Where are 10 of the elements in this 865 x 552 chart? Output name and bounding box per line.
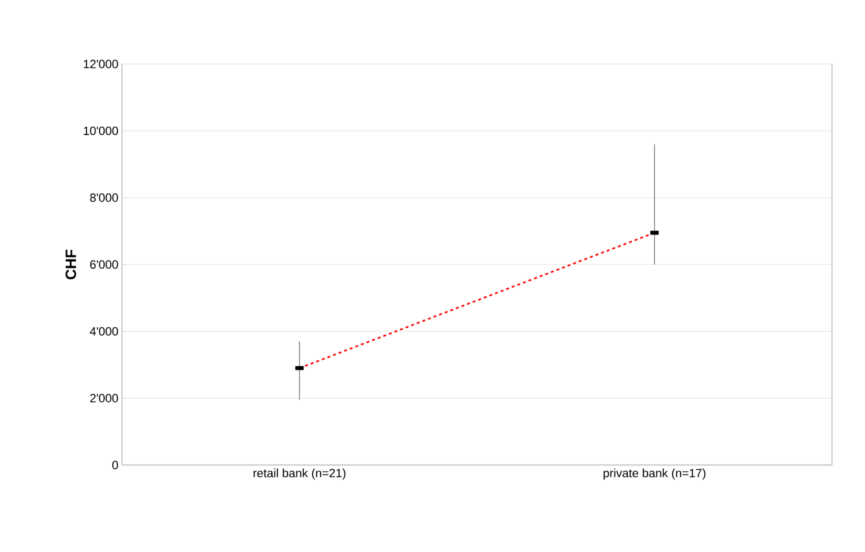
y-tick-label: 4'000: [90, 327, 118, 336]
y-tick-label: 10'000: [84, 126, 118, 136]
x-tick-label: retail bank (n=21): [254, 468, 346, 480]
y-tick-label: 2'000: [90, 394, 118, 402]
y-tick-label: 12'000: [84, 60, 118, 68]
x-tick-label: private bank (n=17): [604, 468, 706, 480]
y-tick-label: 8'000: [90, 193, 118, 202]
y-tick-label: 0: [112, 460, 118, 470]
y-tick-label: 6'000: [90, 260, 118, 269]
y-axis-title: CHF: [66, 250, 76, 280]
